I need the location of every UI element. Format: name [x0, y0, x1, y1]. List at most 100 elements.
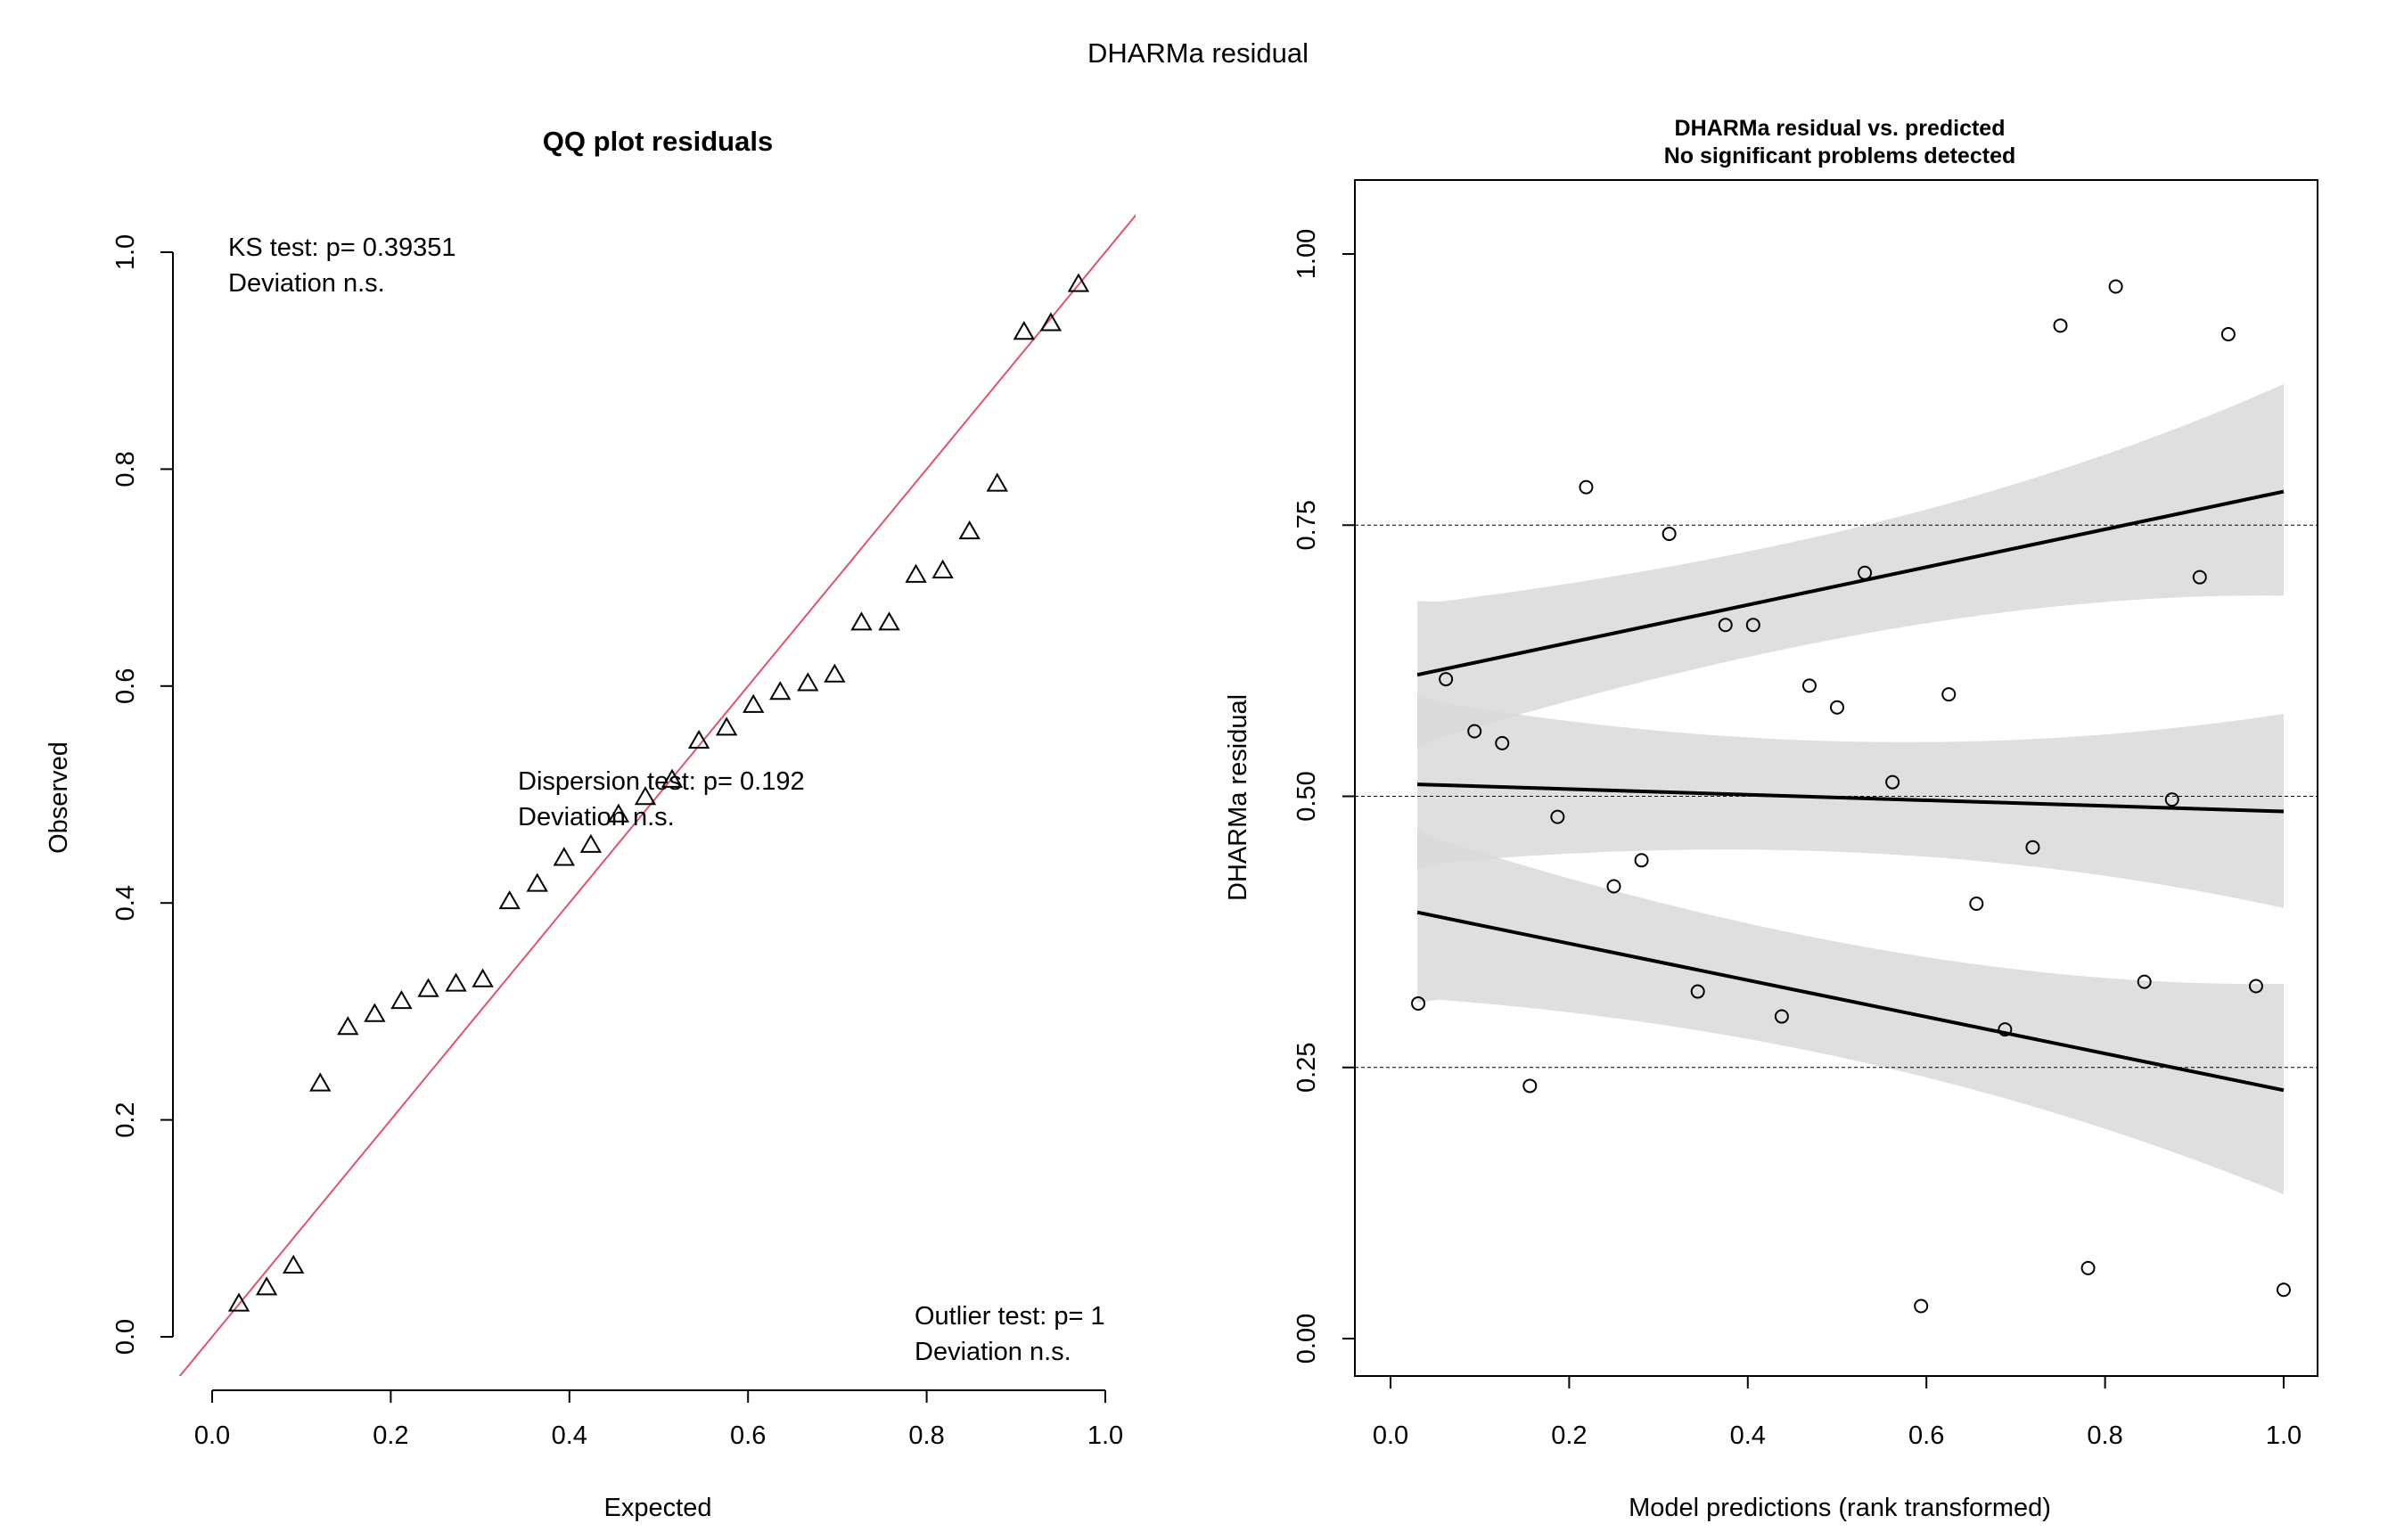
- residual-point: [1522, 1078, 1538, 1094]
- residual-y-tick-label: 0.75: [1292, 500, 1321, 550]
- qq-point: [337, 1016, 359, 1036]
- qq-point: [931, 559, 954, 578]
- residual-x-tick-label: 0.6: [1908, 1421, 1944, 1450]
- qq-point: [417, 978, 439, 997]
- qq-point: [283, 1254, 305, 1274]
- residual-point: [1411, 995, 1426, 1011]
- residual-y-axis-label: DHARMa residual: [1224, 694, 1252, 901]
- residual-point: [2108, 279, 2123, 294]
- qq-point: [878, 611, 900, 631]
- qq-y-tick-label: 0.0: [111, 1319, 140, 1355]
- quantile-fit-lines: [1416, 489, 2285, 1093]
- qq-point: [445, 972, 467, 992]
- quantile-fit-line: [1416, 782, 2285, 814]
- qq-y-axis-label: Observed: [45, 741, 73, 854]
- qq-point: [905, 563, 927, 583]
- residual-point: [2025, 840, 2040, 855]
- qq-point: [850, 611, 873, 631]
- residual-point: [2164, 792, 2179, 807]
- residual-x-axis-label: Model predictions (rank transformed): [1629, 1494, 2051, 1522]
- ks-deviation-text: Deviation n.s.: [228, 269, 385, 298]
- residual-y-axis: 0.00 0.25 0.50 0.75 1.00: [1292, 229, 1355, 1364]
- qq-point: [553, 847, 575, 866]
- residual-point: [1941, 687, 1957, 702]
- residual-y-tick-label: 0.25: [1292, 1043, 1321, 1093]
- qq-point: [1067, 273, 1090, 292]
- residual-point: [2137, 974, 2152, 989]
- quantile-fit-line: [1416, 910, 2285, 1093]
- qq-point: [390, 989, 413, 1010]
- qq-plot-panel: QQ plot residuals 0.0 0.2 0.4 0.6 0.8 1.0 0.0…: [45, 126, 1136, 1522]
- residual-plot-title-line2: No significant problems detected: [1664, 143, 2016, 168]
- residual-y-tick-label: 1.00: [1292, 229, 1321, 279]
- qq-point: [824, 663, 846, 683]
- residual-point: [1634, 853, 1649, 868]
- residual-point: [1858, 565, 1873, 580]
- residual-point: [1885, 774, 1900, 790]
- qq-point: [715, 717, 738, 736]
- residual-point: [2080, 1260, 2096, 1275]
- qq-x-tick-label: 0.8: [908, 1421, 944, 1450]
- qq-y-tick-label: 0.2: [111, 1102, 140, 1137]
- residual-point: [1662, 526, 1677, 541]
- qq-point: [607, 803, 630, 823]
- residual-point: [2053, 318, 2068, 333]
- qq-x-tick-label: 0.2: [373, 1421, 408, 1450]
- residual-point: [2220, 327, 2236, 342]
- qq-point: [687, 729, 710, 750]
- qq-point: [1013, 321, 1035, 340]
- qq-point: [1039, 312, 1063, 332]
- residual-point: [1467, 724, 1482, 739]
- residual-plot-panel: DHARMa residual vs. predicted No signifi…: [1224, 116, 2318, 1522]
- residual-point: [1579, 479, 1594, 495]
- residual-point: [1998, 1022, 2013, 1037]
- residual-y-tick-label: 0.50: [1292, 771, 1321, 821]
- qq-point: [986, 472, 1008, 492]
- residual-point: [1745, 618, 1760, 633]
- residual-point: [1439, 672, 1454, 687]
- qq-point: [472, 968, 494, 987]
- qq-y-tick-label: 0.8: [111, 451, 140, 487]
- qq-point: [797, 672, 819, 692]
- qq-point: [498, 889, 521, 910]
- dispersion-test-text: Dispersion test: p= 0.192: [518, 767, 805, 796]
- residual-x-axis: 0.0 0.2 0.4 0.6 0.8 1.0: [1373, 1375, 2302, 1450]
- qq-point: [769, 681, 792, 700]
- residual-x-tick-label: 0.8: [2087, 1421, 2122, 1450]
- qq-point: [255, 1276, 278, 1296]
- residual-point: [2192, 569, 2207, 585]
- residual-x-tick-label: 1.0: [2266, 1421, 2302, 1450]
- quantile-band: [1417, 384, 2284, 748]
- quantile-band: [1417, 694, 2284, 908]
- qq-point: [364, 1003, 386, 1022]
- residual-point: [1495, 735, 1510, 750]
- qq-y-axis: 0.0 0.2 0.4 0.6 0.8 1.0: [111, 234, 174, 1355]
- residual-point: [1969, 896, 1984, 911]
- qq-y-tick-label: 0.4: [111, 885, 140, 921]
- residual-points: [1411, 279, 2291, 1314]
- residual-x-tick-label: 0.4: [1730, 1421, 1766, 1450]
- residual-point: [2248, 979, 2263, 994]
- quantile-band: [1417, 829, 2284, 1195]
- qq-y-tick-label: 0.6: [111, 668, 140, 704]
- outlier-test-text: Outlier test: p= 1: [915, 1302, 1105, 1331]
- quantile-fit-line: [1416, 489, 2285, 677]
- qq-x-axis-label: Expected: [604, 1494, 712, 1522]
- residual-point: [2277, 1282, 2291, 1298]
- ks-test-text: KS test: p= 0.39351: [228, 233, 456, 262]
- qq-points: [227, 273, 1090, 1312]
- qq-x-tick-label: 0.6: [730, 1421, 766, 1450]
- qq-plot-title: QQ plot residuals: [543, 126, 773, 157]
- qq-x-tick-label: 0.0: [194, 1421, 230, 1450]
- qq-point: [309, 1072, 332, 1092]
- qq-point: [743, 693, 765, 713]
- qq-point: [634, 786, 657, 806]
- qq-point: [661, 768, 684, 788]
- dispersion-deviation-text: Deviation n.s.: [518, 803, 675, 831]
- qq-y-tick-label: 1.0: [111, 234, 140, 270]
- quantile-bands: [1417, 384, 2284, 1195]
- residual-point: [1606, 879, 1621, 894]
- qq-point: [526, 872, 548, 892]
- qq-x-tick-label: 1.0: [1087, 1421, 1123, 1450]
- residual-point: [1690, 984, 1705, 999]
